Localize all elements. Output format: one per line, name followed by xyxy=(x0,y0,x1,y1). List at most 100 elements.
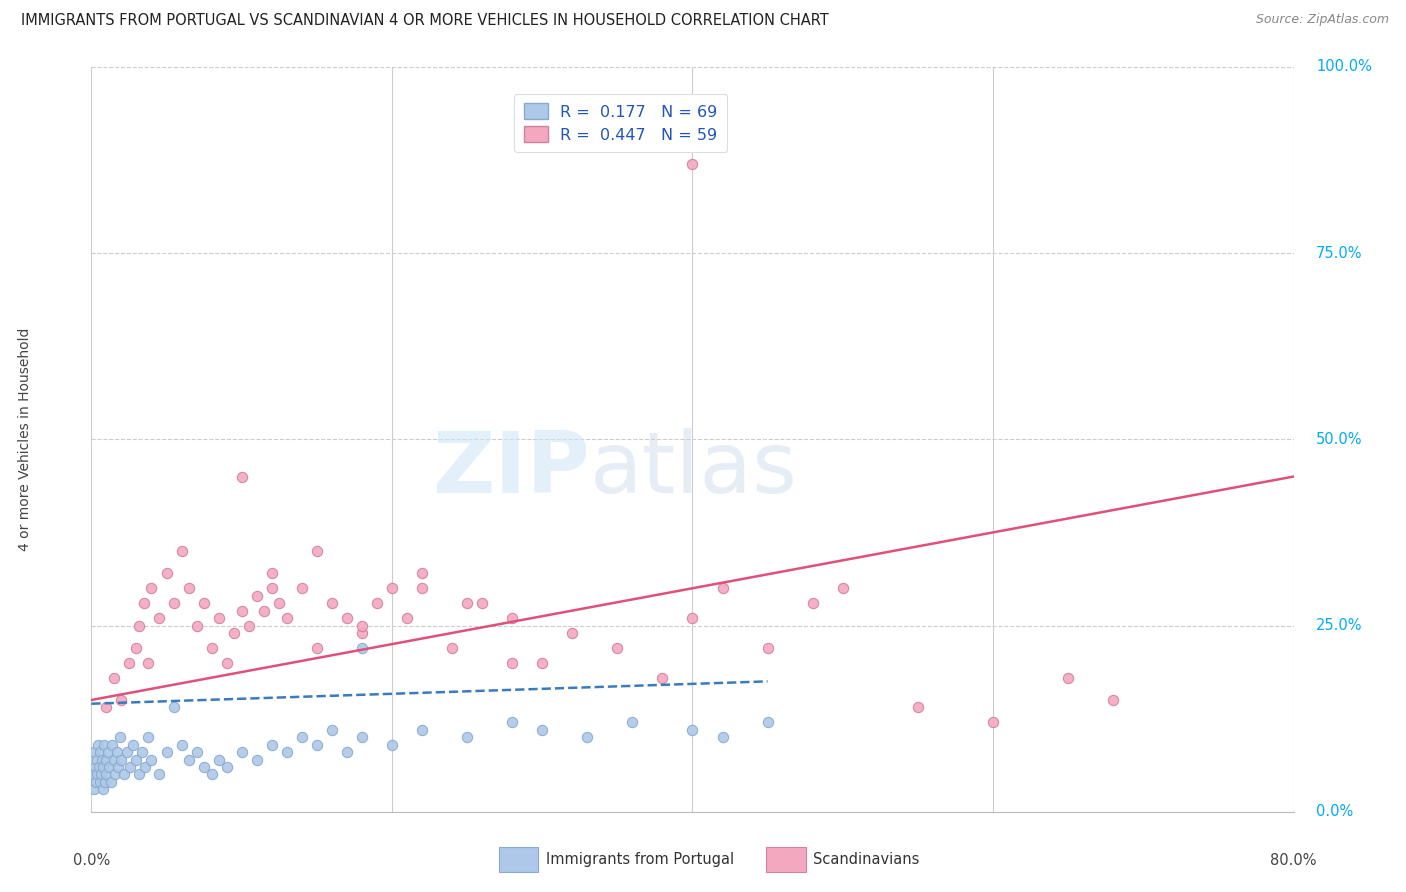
Point xyxy=(350,730,373,744)
Point xyxy=(305,544,328,558)
Point xyxy=(132,596,155,610)
Point xyxy=(138,730,160,744)
Point xyxy=(681,723,703,737)
Point xyxy=(98,760,121,774)
Text: Immigrants from Portugal: Immigrants from Portugal xyxy=(546,853,734,867)
Point xyxy=(215,760,238,774)
Point xyxy=(103,671,125,685)
Point xyxy=(186,618,208,632)
Point xyxy=(110,753,132,767)
Point xyxy=(86,753,108,767)
Point xyxy=(97,745,120,759)
Point xyxy=(215,656,238,670)
Point xyxy=(456,730,478,744)
Point xyxy=(155,566,177,581)
Point xyxy=(131,745,153,759)
Point xyxy=(606,640,628,655)
Point xyxy=(134,760,156,774)
Point xyxy=(93,738,115,752)
Text: 50.0%: 50.0% xyxy=(1316,432,1362,447)
Point xyxy=(411,582,433,596)
Point xyxy=(260,582,283,596)
Point xyxy=(108,730,131,744)
Point xyxy=(110,693,132,707)
Point xyxy=(118,656,141,670)
Point xyxy=(201,767,224,781)
Text: IMMIGRANTS FROM PORTUGAL VS SCANDINAVIAN 4 OR MORE VEHICLES IN HOUSEHOLD CORRELA: IMMIGRANTS FROM PORTUGAL VS SCANDINAVIAN… xyxy=(21,13,830,29)
Point xyxy=(321,723,343,737)
Point xyxy=(1057,671,1080,685)
Point xyxy=(201,640,224,655)
Point xyxy=(148,767,170,781)
Text: ZIP: ZIP xyxy=(433,427,591,510)
Point xyxy=(321,596,343,610)
Text: Source: ZipAtlas.com: Source: ZipAtlas.com xyxy=(1256,13,1389,27)
Point xyxy=(89,745,111,759)
Point xyxy=(177,582,200,596)
Point xyxy=(561,626,583,640)
Point xyxy=(93,760,115,774)
Point xyxy=(456,596,478,610)
Point xyxy=(89,775,111,789)
Point xyxy=(155,745,177,759)
Point xyxy=(104,767,127,781)
Point xyxy=(651,671,673,685)
Point xyxy=(83,745,105,759)
Point xyxy=(711,730,734,744)
Point xyxy=(114,767,136,781)
Point xyxy=(291,730,314,744)
Point xyxy=(260,566,283,581)
Point xyxy=(105,745,128,759)
Point xyxy=(411,566,433,581)
Point xyxy=(366,596,388,610)
Point xyxy=(981,715,1004,730)
Point xyxy=(96,700,118,714)
Point xyxy=(269,596,291,610)
Point xyxy=(501,656,523,670)
Point xyxy=(711,582,734,596)
Point xyxy=(103,753,125,767)
Point xyxy=(83,782,105,797)
Point xyxy=(395,611,418,625)
Text: 4 or more Vehicles in Household: 4 or more Vehicles in Household xyxy=(18,327,32,551)
Point xyxy=(208,611,231,625)
Point xyxy=(224,626,246,640)
Text: 100.0%: 100.0% xyxy=(1316,60,1372,74)
Point xyxy=(170,544,193,558)
Point xyxy=(128,618,150,632)
Point xyxy=(125,753,148,767)
Point xyxy=(501,715,523,730)
Point xyxy=(350,626,373,640)
Point xyxy=(82,767,104,781)
Point xyxy=(253,604,276,618)
Point xyxy=(305,738,328,752)
Text: 25.0%: 25.0% xyxy=(1316,618,1362,633)
Legend: R =  0.177   N = 69, R =  0.447   N = 59: R = 0.177 N = 69, R = 0.447 N = 59 xyxy=(515,94,727,153)
Point xyxy=(471,596,494,610)
Point xyxy=(100,775,122,789)
Point xyxy=(96,767,118,781)
Point xyxy=(231,745,253,759)
Point xyxy=(231,604,253,618)
Text: 0.0%: 0.0% xyxy=(73,853,110,868)
Point xyxy=(756,640,779,655)
Point xyxy=(122,738,145,752)
Point xyxy=(84,760,107,774)
Point xyxy=(681,157,703,171)
Point xyxy=(125,640,148,655)
Point xyxy=(350,618,373,632)
Point xyxy=(336,745,359,759)
Point xyxy=(170,738,193,752)
Point xyxy=(107,760,129,774)
Point xyxy=(907,700,929,714)
Point xyxy=(246,753,269,767)
Point xyxy=(208,753,231,767)
Point xyxy=(501,611,523,625)
Point xyxy=(94,775,117,789)
Point xyxy=(276,745,298,759)
Point xyxy=(231,469,253,483)
Point xyxy=(117,745,139,759)
Text: Scandinavians: Scandinavians xyxy=(813,853,920,867)
Text: 75.0%: 75.0% xyxy=(1316,245,1362,260)
Point xyxy=(381,738,404,752)
